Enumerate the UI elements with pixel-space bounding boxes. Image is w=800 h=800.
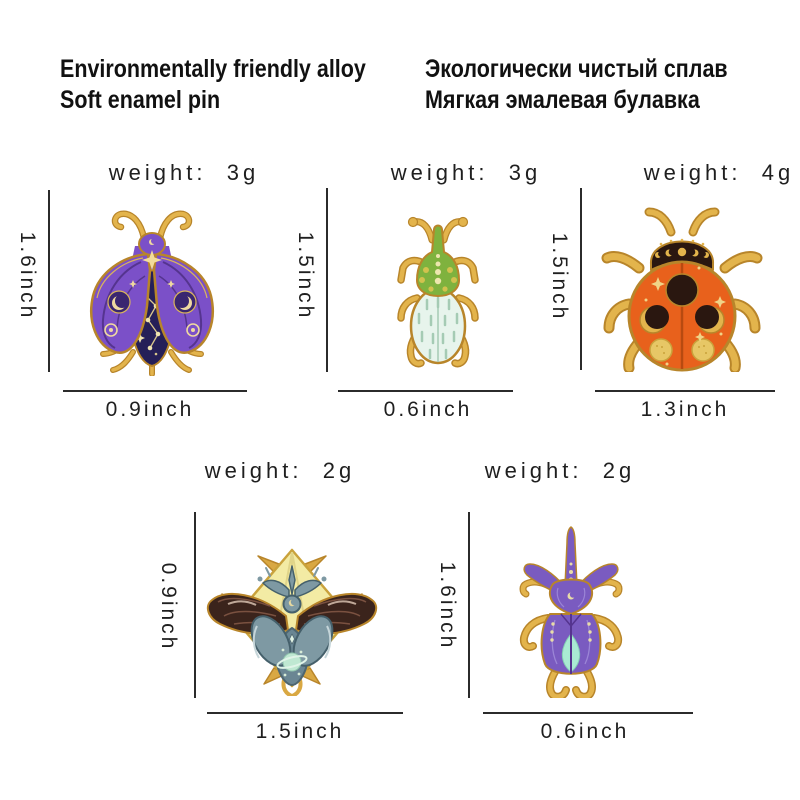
height-label: 1.6inch bbox=[436, 561, 459, 651]
weight-label: weight: 3g bbox=[108, 160, 260, 185]
width-dimension-line bbox=[63, 390, 247, 392]
height-dimension-line bbox=[48, 190, 50, 372]
width-dimension-line bbox=[207, 712, 403, 714]
weight-label: weight: 2g bbox=[204, 458, 356, 483]
width-dimension-line bbox=[595, 390, 775, 392]
weevil-beetle-pin-image bbox=[397, 216, 479, 368]
height-dimension-line bbox=[194, 512, 196, 698]
height-dimension-line bbox=[580, 188, 582, 370]
hercules-beetle-pin-image bbox=[519, 526, 623, 698]
header-russian-line1: Экологически чистый сплав bbox=[425, 55, 728, 83]
constellation-moth-pin-image bbox=[90, 210, 214, 376]
width-label: 0.9inch bbox=[105, 398, 195, 421]
header-english-line2: Soft enamel pin bbox=[60, 86, 221, 114]
height-dimension-line bbox=[468, 512, 470, 698]
width-dimension-line bbox=[483, 712, 693, 714]
width-label: 1.3inch bbox=[640, 398, 730, 421]
width-dimension-line bbox=[338, 390, 513, 392]
height-dimension-line bbox=[326, 188, 328, 372]
celestial-moth-diamond-pin-image bbox=[206, 548, 378, 696]
header-russian-line2: Мягкая эмалевая булавка bbox=[425, 86, 700, 114]
header-english-line1: Environmentally friendly alloy bbox=[60, 55, 366, 83]
weight-label: weight: 4g bbox=[643, 160, 795, 185]
width-label: 0.6inch bbox=[383, 398, 473, 421]
weight-label: weight: 3g bbox=[390, 160, 542, 185]
weight-label: weight: 2g bbox=[484, 458, 636, 483]
header-russian: Экологически чистый сплав Мягкая эмалева… bbox=[425, 54, 728, 116]
width-label: 0.6inch bbox=[540, 720, 630, 743]
width-label: 1.5inch bbox=[255, 720, 345, 743]
moon-ladybug-pin-image bbox=[601, 207, 763, 372]
header-english: Environmentally friendly alloy Soft enam… bbox=[60, 54, 366, 116]
